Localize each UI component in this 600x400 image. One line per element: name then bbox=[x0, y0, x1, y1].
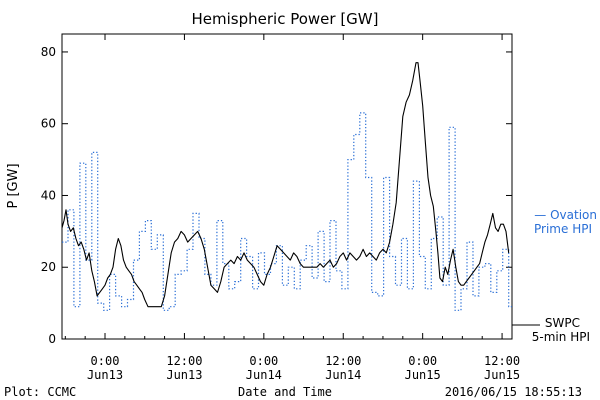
y-tick-label: 20 bbox=[41, 260, 56, 274]
legend-ovation-line2: Prime HPI bbox=[534, 222, 592, 236]
legend-ovation: — Ovation Prime HPI bbox=[534, 208, 597, 236]
y-axis-label: P [GW] bbox=[6, 163, 21, 208]
x-tick-label-date: Jun13 bbox=[87, 368, 123, 382]
plot-frame bbox=[61, 33, 513, 340]
x-tick-label-date: Jun13 bbox=[166, 368, 202, 382]
x-tick-label-time: 12:00 bbox=[325, 354, 361, 368]
y-tick-label: 60 bbox=[41, 117, 56, 131]
x-tick-label-time: 12:00 bbox=[166, 354, 202, 368]
x-tick-label-time: 0:00 bbox=[249, 354, 278, 368]
x-tick-label-date: Jun14 bbox=[246, 368, 282, 382]
x-tick-label-time: 12:00 bbox=[484, 354, 520, 368]
x-axis: 0:00Jun1312:00Jun130:00Jun1412:00Jun140:… bbox=[64, 34, 520, 382]
y-tick-label: 0 bbox=[48, 332, 56, 346]
series-swpc-line bbox=[61, 62, 510, 308]
x-tick-label-date: Jun15 bbox=[484, 368, 520, 382]
y-tick-label: 40 bbox=[41, 188, 56, 202]
x-tick-label-date: Jun14 bbox=[325, 368, 361, 382]
x-axis-label: Date and Time bbox=[238, 385, 332, 399]
plot-credit: Plot: CCMC bbox=[4, 385, 76, 399]
x-tick-label-time: 0:00 bbox=[408, 354, 437, 368]
x-tick-label-time: 0:00 bbox=[91, 354, 120, 368]
legend-swpc: SWPC 5-min HPI bbox=[512, 316, 590, 344]
timestamp: 2016/06/15 18:55:13 bbox=[445, 385, 582, 399]
x-tick-label-date: Jun15 bbox=[405, 368, 441, 382]
series-layer bbox=[61, 62, 512, 311]
chart-title: Hemispheric Power [GW] bbox=[192, 10, 379, 28]
y-tick-label: 80 bbox=[41, 45, 56, 59]
legend-swpc-line1: SWPC bbox=[545, 316, 580, 330]
y-axis: 0 20 40 60 80 bbox=[41, 45, 512, 346]
legend-ovation-line1: — Ovation bbox=[534, 208, 597, 222]
series-ovation-prime-line bbox=[62, 112, 512, 311]
legend-swpc-line2: 5-min HPI bbox=[532, 330, 590, 344]
